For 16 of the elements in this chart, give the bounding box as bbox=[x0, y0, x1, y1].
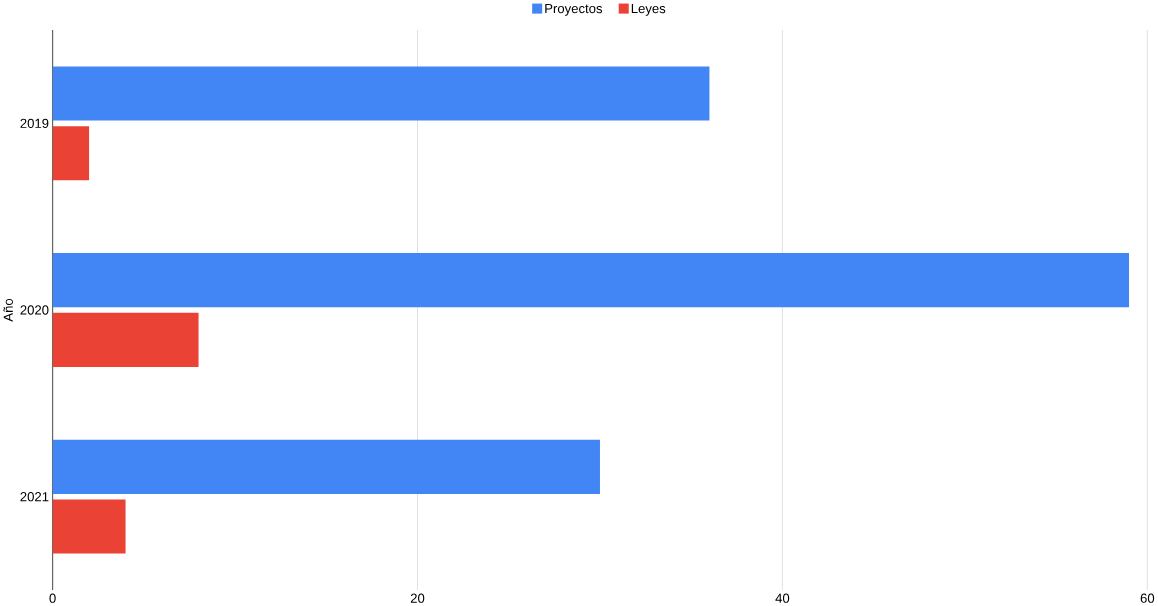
bar bbox=[52, 252, 1130, 308]
x-tick-label: 20 bbox=[410, 593, 425, 603]
y-tick-label: 2021 bbox=[20, 491, 49, 502]
bar bbox=[52, 439, 600, 494]
legend-label: Proyectos bbox=[545, 3, 603, 16]
x-tick-label: 60 bbox=[1140, 593, 1155, 603]
y-tick-label: 2020 bbox=[20, 305, 49, 315]
y-tick-label: 2019 bbox=[20, 118, 49, 128]
bar bbox=[52, 126, 90, 181]
bar bbox=[52, 312, 199, 367]
x-tick-label: 40 bbox=[775, 593, 790, 603]
legend-label: Leyes bbox=[631, 3, 666, 16]
bar bbox=[52, 499, 126, 554]
y-axis-title: Año bbox=[3, 298, 13, 322]
x-tick-label: 0 bbox=[49, 593, 56, 603]
bar bbox=[52, 66, 710, 121]
